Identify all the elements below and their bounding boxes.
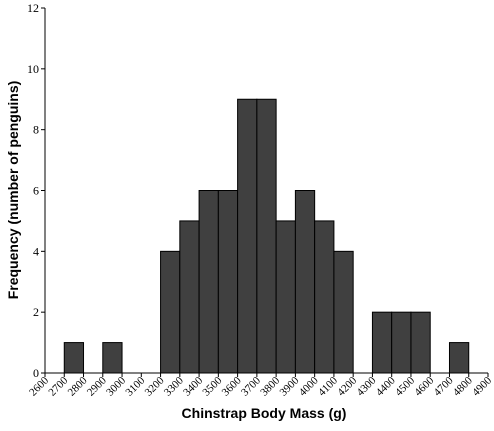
histogram-bar-3600-3700 xyxy=(237,98,258,374)
y-tick-label: 2 xyxy=(33,305,39,319)
x-tick-label: 4900 xyxy=(470,374,494,398)
histogram-bar-4000-4100 xyxy=(314,220,335,374)
x-tick-label: 4200 xyxy=(335,374,359,398)
x-tick-label: 2700 xyxy=(46,374,70,398)
y-tick-label: 4 xyxy=(33,244,39,258)
x-tick-label: 3900 xyxy=(277,374,301,398)
histogram-bar-3800-3900 xyxy=(275,220,296,374)
y-tick-label: 12 xyxy=(27,1,39,15)
y-axis-ticks: 0 2 4 6 8 10 12 xyxy=(27,1,45,380)
histogram-bar-4700-4800 xyxy=(448,342,470,374)
x-tick-label: 3000 xyxy=(104,374,128,398)
x-tick-label: 4000 xyxy=(297,374,321,398)
x-tick-label: 4300 xyxy=(355,374,379,398)
histogram-bar-3200-3300 xyxy=(160,250,181,374)
x-tick-label: 4100 xyxy=(316,374,340,398)
x-tick-label: 4700 xyxy=(432,374,456,398)
x-axis-title: Chinstrap Body Mass (g) xyxy=(182,405,347,421)
x-tick-label: 3200 xyxy=(143,374,167,398)
histogram-bar-4100-4200 xyxy=(333,250,354,374)
bars-group xyxy=(63,98,470,374)
y-tick-label: 6 xyxy=(33,184,39,198)
histogram-bar-4400-4500 xyxy=(391,311,412,374)
x-tick-label: 4600 xyxy=(412,374,436,398)
x-tick-label: 4800 xyxy=(451,374,475,398)
histogram-bar-2700-2800 xyxy=(63,342,85,374)
x-tick-label: 4500 xyxy=(393,374,417,398)
x-tick-label: 4400 xyxy=(374,374,398,398)
x-tick-label: 3800 xyxy=(258,374,282,398)
x-tick-label: 2900 xyxy=(85,374,109,398)
histogram-bar-3500-3600 xyxy=(217,190,239,374)
histogram-bar-4500-4600 xyxy=(410,311,431,374)
x-axis-ticks: 2600270028002900300031003200330034003500… xyxy=(27,373,494,399)
y-tick-label: 10 xyxy=(27,62,39,76)
x-tick-label: 2600 xyxy=(27,374,51,398)
histogram-bar-3400-3500 xyxy=(198,190,219,374)
histogram-bar-3700-3800 xyxy=(256,98,277,374)
y-axis-title: Frequency (number of penguins) xyxy=(5,81,21,300)
x-tick-label: 3100 xyxy=(123,374,147,398)
histogram-bar-3300-3400 xyxy=(179,220,200,374)
histogram-bar-3900-4000 xyxy=(294,190,316,374)
x-tick-label: 3300 xyxy=(162,374,186,398)
x-tick-label: 3700 xyxy=(239,374,263,398)
histogram-bar-4300-4400 xyxy=(371,311,393,374)
y-tick-label: 8 xyxy=(33,123,39,137)
x-tick-label: 3600 xyxy=(220,374,244,398)
y-tick-label: 0 xyxy=(33,366,39,380)
histogram-bar-2900-3000 xyxy=(102,342,123,374)
x-tick-label: 3400 xyxy=(181,374,205,398)
x-tick-label: 3500 xyxy=(200,374,224,398)
x-tick-label: 2800 xyxy=(66,374,90,398)
